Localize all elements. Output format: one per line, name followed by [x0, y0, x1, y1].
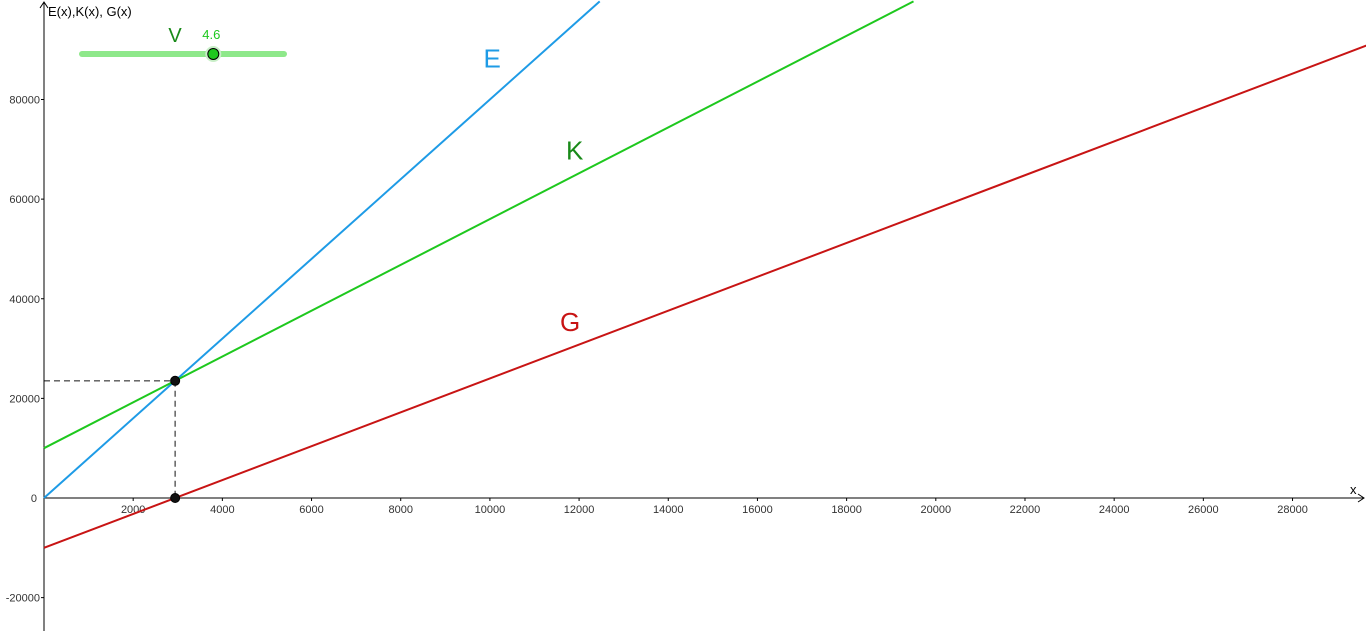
x-tick-label: 24000: [1099, 504, 1130, 516]
x-axis-arrow: [1357, 493, 1365, 503]
x-axis-title: x: [1350, 482, 1357, 497]
series-label-E: E: [483, 44, 500, 74]
series-line-K: [43, 0, 914, 450]
origin-label: 0: [31, 493, 37, 505]
x-tick-label: 20000: [921, 504, 952, 516]
point-break-even[interactable]: [170, 493, 181, 503]
y-tick-label: -20000: [6, 593, 40, 605]
slider-value: 4.6: [202, 27, 220, 42]
slider-name: V: [168, 25, 182, 47]
y-tick-label: 20000: [9, 393, 40, 405]
y-axis-title: E(x),K(x), G(x): [48, 4, 132, 19]
x-tick-label: 8000: [388, 504, 412, 516]
y-axis-arrow: [39, 1, 49, 9]
x-tick-label: 6000: [299, 504, 323, 516]
y-tick-label: 60000: [9, 194, 40, 206]
axes-layer: x E(x),K(x), G(x) 2000 4000 6000 8000 10000 120…: [6, 1, 1365, 631]
slider-v[interactable]: V 4.6: [79, 25, 287, 62]
x-tick-label: 18000: [831, 504, 862, 516]
y-tick-label: 40000: [9, 294, 40, 306]
series-label-G: G: [560, 307, 580, 337]
x-tick-label: 14000: [653, 504, 684, 516]
points-layer: [170, 375, 181, 503]
x-tick-label: 22000: [1010, 504, 1041, 516]
series-layer: [43, 0, 1366, 549]
labels-layer: E K G: [483, 44, 583, 338]
series-line-G: [43, 44, 1366, 549]
x-tick-label: 26000: [1188, 504, 1219, 516]
slider-knob[interactable]: [207, 48, 220, 60]
guide-lines-layer: [44, 380, 176, 498]
x-tick-label: 2000: [121, 504, 145, 516]
y-tick-label: 80000: [9, 95, 40, 107]
series-line-E: [43, 0, 601, 499]
x-tick-label: 12000: [564, 504, 595, 516]
x-tick-label: 16000: [742, 504, 773, 516]
x-tick-label: 4000: [210, 504, 234, 516]
series-label-K: K: [566, 135, 584, 165]
x-tick-label: 28000: [1277, 504, 1308, 516]
point-intersection[interactable]: [170, 375, 181, 386]
x-tick-label: 10000: [475, 504, 506, 516]
